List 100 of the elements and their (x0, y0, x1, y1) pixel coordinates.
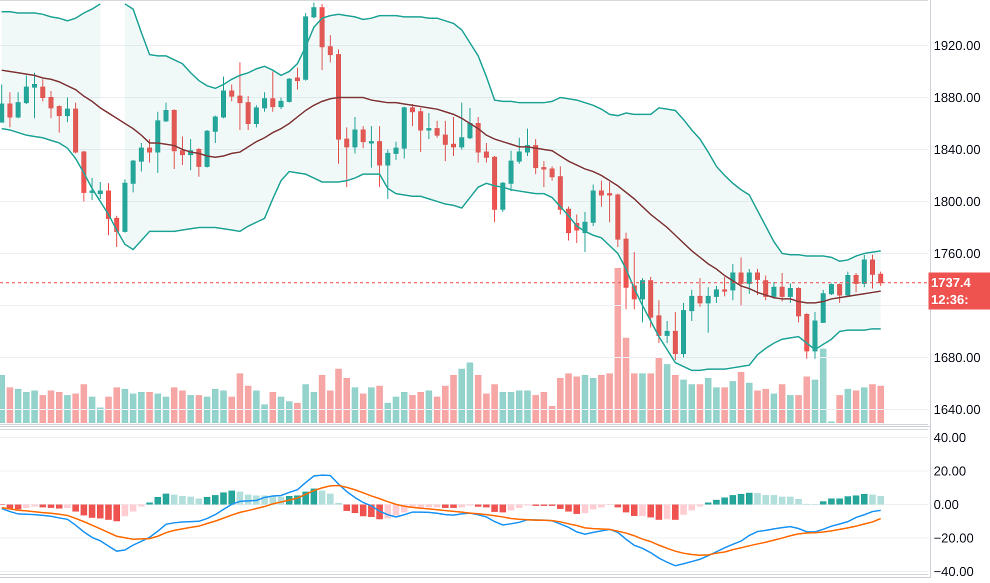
candlestick (492, 155, 498, 223)
y-tick-label: 1760.00 (934, 246, 981, 261)
candlestick (640, 278, 645, 323)
y-tick-label: 40.00 (934, 430, 966, 445)
candlestick (0, 84, 4, 123)
candlestick (262, 92, 268, 112)
candlestick (385, 148, 390, 200)
candlestick (451, 116, 456, 156)
candlestick (204, 129, 210, 168)
y-tick-label: 1840.00 (934, 142, 981, 158)
candlestick (508, 150, 514, 192)
candlestick (106, 182, 112, 236)
candlestick (212, 115, 218, 144)
candlestick (320, 3, 325, 71)
candlestick (706, 286, 711, 334)
candlestick (812, 311, 818, 360)
candlestick (566, 206, 572, 241)
candlestick (467, 107, 472, 140)
y-tick-label: 1800.00 (934, 194, 981, 209)
line-series (0, 484, 882, 556)
bar (6, 387, 14, 423)
candlestick (81, 150, 86, 202)
bar (64, 504, 71, 508)
candlestick (607, 181, 612, 223)
candlestick (402, 106, 407, 160)
candlestick (500, 181, 506, 212)
bar (352, 387, 358, 423)
candlestick (24, 74, 29, 104)
bar (639, 373, 646, 423)
bar (14, 504, 22, 510)
bar (787, 395, 794, 423)
candlestick (664, 320, 670, 344)
candlestick (434, 120, 440, 138)
candlestick (229, 84, 234, 102)
candlestick (820, 289, 826, 323)
candlestick (196, 148, 202, 178)
candlestick (16, 92, 21, 119)
candlestick (590, 184, 596, 227)
candlestick (64, 96, 70, 123)
bar (778, 384, 786, 423)
y-tick-label: 20.00 (934, 464, 966, 478)
candlestick (788, 282, 793, 304)
candlestick (286, 77, 292, 104)
candlestick (714, 285, 719, 304)
candlestick (681, 302, 686, 358)
candlestick (426, 112, 432, 140)
bar (639, 504, 646, 516)
bar (368, 387, 375, 423)
candlestick (138, 142, 144, 172)
candlestick (122, 178, 128, 234)
candlestick (845, 271, 850, 297)
bar (844, 388, 852, 423)
bar (614, 504, 622, 508)
bar (146, 392, 153, 423)
bar (491, 384, 498, 423)
bar (738, 372, 744, 423)
candlestick (484, 142, 489, 163)
candlestick (746, 268, 752, 294)
y-tick-label: −40.00 (934, 564, 974, 580)
bar (187, 395, 194, 423)
candlestick (303, 12, 308, 82)
candlestick (442, 120, 448, 162)
text: 12:36: (931, 292, 969, 307)
candlestick (541, 160, 546, 188)
bar (664, 364, 670, 423)
candlestick (368, 126, 374, 168)
bar (664, 504, 670, 520)
bar (696, 384, 704, 423)
bar (730, 381, 736, 423)
bar (672, 504, 679, 520)
candlestick (394, 141, 399, 160)
bar (294, 402, 301, 423)
bar (852, 390, 860, 423)
y-tick-label: 1640.00 (934, 402, 981, 417)
line-series (0, 128, 882, 372)
bar (122, 388, 128, 423)
candlestick (278, 96, 284, 110)
line-series (0, 474, 882, 567)
bar (376, 386, 383, 423)
candlestick (689, 289, 694, 322)
candlestick (804, 312, 810, 360)
candlestick (418, 107, 424, 153)
candlestick (130, 159, 136, 193)
candlestick (558, 166, 563, 215)
candlestick (459, 102, 464, 150)
candlestick (163, 102, 169, 123)
candlestick (828, 282, 834, 296)
candlestick (615, 193, 620, 248)
candlestick (237, 62, 242, 130)
y-tick-label: 1680.00 (934, 350, 981, 365)
bar (270, 392, 276, 423)
candlestick (672, 311, 678, 361)
candlestick (796, 286, 802, 323)
y-tick-label: 1920.00 (934, 38, 981, 54)
candlestick (352, 116, 358, 154)
candlestick (533, 138, 538, 175)
candlestick (550, 166, 555, 182)
candlestick (172, 108, 177, 170)
candlestick (516, 137, 522, 164)
candlestick (270, 70, 276, 112)
